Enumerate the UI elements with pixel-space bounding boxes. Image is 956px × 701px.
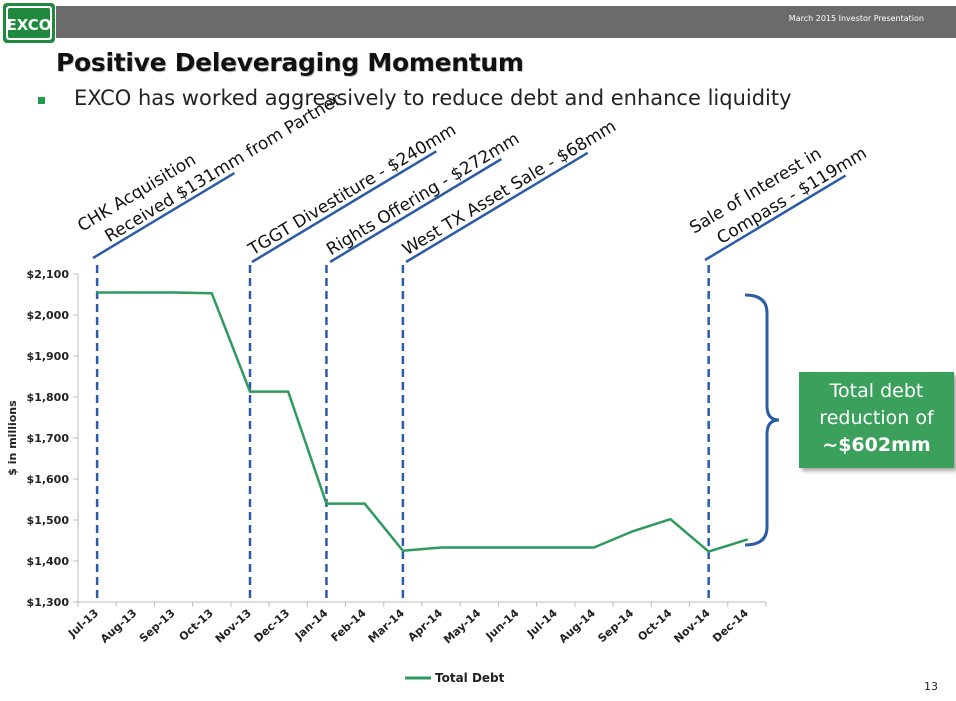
x-tick-label: Jan-14 — [292, 606, 331, 643]
header-bar: March 2015 Investor Presentation — [56, 6, 956, 38]
x-tick-label: Jul-13 — [65, 607, 101, 641]
event-underline — [704, 174, 847, 262]
bullet-text: EXCO has worked aggressively to reduce d… — [74, 86, 792, 110]
event-underline — [251, 150, 437, 264]
event-underline — [92, 171, 236, 260]
legend-label: Total Debt — [435, 671, 505, 685]
data-point — [95, 291, 99, 294]
callout-line-3: ~$602mm — [822, 434, 931, 456]
y-tick-label: $1,700 — [27, 432, 70, 445]
event-underline — [405, 151, 589, 264]
page-number: 13 — [924, 680, 938, 693]
y-tick-label: $2,100 — [27, 268, 70, 281]
data-point — [592, 546, 596, 549]
x-tick-label: Jul-14 — [524, 606, 560, 640]
data-point — [287, 390, 290, 393]
data-point — [439, 546, 443, 549]
y-tick-label: $1,400 — [27, 555, 70, 568]
y-tick-label: $1,600 — [27, 473, 70, 486]
data-point — [134, 291, 137, 294]
series-line-total-debt — [97, 291, 748, 553]
y-tick-label: $1,300 — [27, 596, 70, 609]
data-point — [325, 502, 328, 505]
data-point — [554, 546, 557, 549]
exco-logo: EXCO — [3, 3, 55, 43]
y-tick-label: $1,800 — [27, 391, 70, 404]
x-tick-label: Dec-14 — [710, 606, 751, 645]
x-tick-label: Sep-13 — [137, 607, 178, 646]
x-tick-label: Aug-13 — [98, 607, 139, 646]
x-tick-label: Sep-14 — [595, 606, 636, 645]
x-tick-label: Aug-14 — [557, 606, 599, 645]
event-underline — [329, 157, 503, 264]
x-tick-label: Apr-14 — [405, 606, 445, 644]
data-point — [516, 546, 519, 549]
x-tick-label: Nov-14 — [671, 606, 713, 645]
slide-title: Positive Deleveraging Momentum — [56, 48, 524, 77]
callout-line-1: Total debt — [829, 380, 924, 402]
data-point — [210, 292, 213, 295]
total-debt-reduction-callout: Total debt reduction of ~$602mm — [799, 372, 954, 468]
x-tick-label: May-14 — [441, 606, 483, 646]
data-point — [363, 502, 366, 505]
data-point — [401, 549, 405, 552]
y-tick-label: $1,500 — [27, 514, 70, 527]
x-tick-label: Oct-13 — [177, 607, 216, 644]
data-point — [478, 546, 481, 549]
data-point — [745, 538, 749, 541]
x-tick-label: Dec-13 — [252, 607, 293, 645]
y-tick-label: $2,000 — [27, 309, 70, 322]
callout-line-2: reduction of — [819, 407, 934, 429]
x-tick-label: Jun-14 — [483, 606, 522, 643]
bullet-square-icon — [38, 97, 45, 104]
brace-icon — [744, 293, 780, 547]
y-tick-label: $1,900 — [27, 350, 70, 363]
x-tick-label: Oct-14 — [635, 606, 674, 643]
data-point — [669, 517, 672, 521]
data-point — [172, 291, 175, 294]
x-tick-label: Feb-14 — [329, 606, 369, 644]
data-point — [248, 390, 252, 393]
x-tick-label: Mar-14 — [366, 606, 407, 645]
data-point — [631, 530, 634, 533]
logo-text: EXCO — [6, 16, 51, 34]
x-tick-label: Nov-13 — [213, 607, 254, 646]
y-axis-title: $ in millions — [6, 400, 19, 476]
presentation-label: March 2015 Investor Presentation — [788, 14, 924, 23]
data-point — [707, 550, 710, 553]
